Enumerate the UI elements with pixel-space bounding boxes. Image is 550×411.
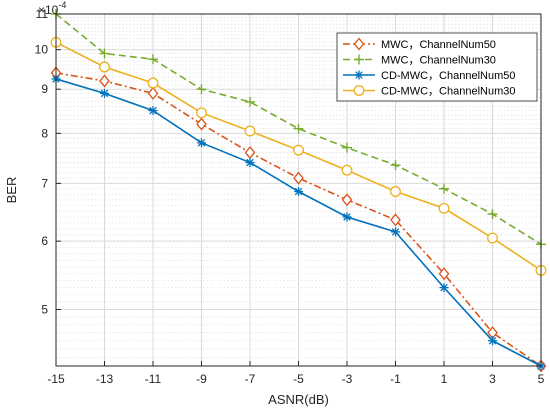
y-exponent-base: ×10 xyxy=(38,3,59,17)
x-tick-label: -9 xyxy=(196,372,207,386)
data-point xyxy=(342,142,352,153)
data-point xyxy=(487,232,498,244)
data-point xyxy=(148,106,158,116)
legend-box xyxy=(336,32,538,102)
y-axis-label: BER xyxy=(4,177,19,204)
x-tick-label: -11 xyxy=(145,372,162,386)
x-tick-label: -3 xyxy=(342,372,353,386)
data-point xyxy=(148,54,158,65)
data-point xyxy=(354,70,364,80)
data-point xyxy=(99,61,110,73)
legend-item: MWC，ChannelNum30 xyxy=(343,54,496,67)
legend-label: MWC，ChannelNum50 xyxy=(381,39,496,51)
data-point xyxy=(341,164,353,176)
data-point xyxy=(353,37,365,51)
plot-series xyxy=(50,9,547,373)
data-point xyxy=(197,138,206,148)
data-point xyxy=(341,193,353,207)
data-point xyxy=(196,117,207,131)
x-tick-label: -15 xyxy=(47,372,65,386)
y-exponent-label: ×10-4 xyxy=(38,0,66,17)
data-point xyxy=(244,125,256,137)
data-point xyxy=(147,77,159,89)
x-tick-label: 1 xyxy=(441,372,448,386)
data-point xyxy=(99,74,110,88)
y-tick-label: 8 xyxy=(41,126,48,140)
legend-item: CD-MWC，ChannelNum30 xyxy=(343,85,515,98)
y-tick-label: 11 xyxy=(36,7,49,21)
series-4 xyxy=(50,36,547,276)
data-point xyxy=(438,202,450,214)
x-tick-label: 5 xyxy=(538,372,545,386)
y-tick-label: 7 xyxy=(41,176,48,190)
data-point xyxy=(353,85,365,96)
x-axis-label: ASNR(dB) xyxy=(268,392,329,407)
data-point xyxy=(100,88,109,98)
y-tick-label: 6 xyxy=(41,234,48,248)
legend-item: MWC，ChannelNum50 xyxy=(343,37,496,51)
legend-label: CD-MWC，ChannelNum30 xyxy=(381,86,515,98)
data-point xyxy=(488,336,497,346)
y-tick-label: 10 xyxy=(35,43,49,57)
y-tick-label: 9 xyxy=(41,82,48,96)
data-point xyxy=(354,54,364,65)
x-tick-label: -1 xyxy=(390,372,401,386)
legend-label: MWC，ChannelNum30 xyxy=(381,55,496,67)
data-point xyxy=(293,171,304,185)
legend-label: CD-MWC，ChannelNum50 xyxy=(381,70,515,82)
data-point xyxy=(293,123,304,134)
data-point xyxy=(293,144,304,156)
data-point xyxy=(487,209,498,220)
y-exponent-power: -4 xyxy=(58,0,66,10)
data-point xyxy=(147,86,159,100)
data-point xyxy=(99,48,110,59)
series-3 xyxy=(51,74,546,371)
y-tick-label: 5 xyxy=(41,302,48,316)
data-point xyxy=(439,283,449,293)
data-point xyxy=(294,187,303,197)
data-point xyxy=(439,183,449,194)
x-tick-label: -5 xyxy=(293,372,304,386)
series-line xyxy=(55,72,542,367)
data-point xyxy=(390,160,401,171)
legend: MWC，ChannelNum50 MWC，ChannelNum30 CD-MWC，C… xyxy=(336,32,538,102)
data-point xyxy=(245,96,255,107)
data-point xyxy=(390,213,401,227)
legend-item: CD-MWC，ChannelNum50 xyxy=(343,70,515,82)
data-point xyxy=(438,267,450,281)
data-point xyxy=(390,186,401,197)
data-point xyxy=(342,212,352,222)
x-tick-label: -13 xyxy=(96,372,114,386)
data-point xyxy=(391,227,400,237)
data-point xyxy=(245,158,255,168)
x-tick-label: 3 xyxy=(489,372,496,386)
data-point xyxy=(196,107,207,119)
x-tick-label: -7 xyxy=(245,372,256,386)
data-point xyxy=(196,84,207,95)
